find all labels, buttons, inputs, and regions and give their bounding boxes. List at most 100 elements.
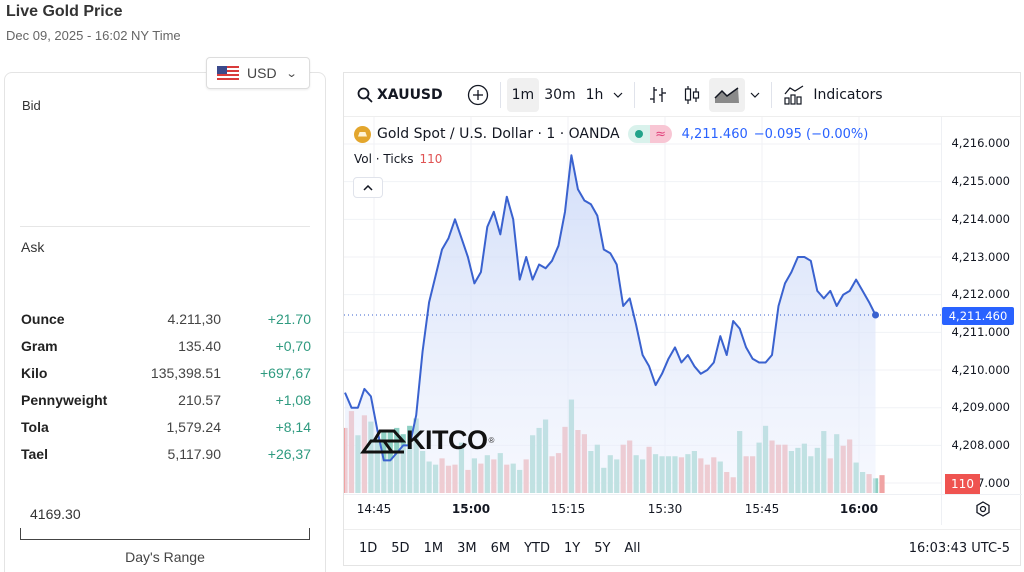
instrument-title: Gold Spot / U.S. Dollar · 1 · OANDA [377,126,620,142]
y-axis-tick: 4,215.000 [951,174,1010,188]
volume-value: 110 [419,152,443,166]
y-axis-tick: 4,210.000 [951,363,1010,377]
y-axis-tick: 4,211.000 [951,325,1010,339]
unit-price: 135,398.51 [150,364,221,381]
price-summary-card [4,72,326,572]
toolbar-divider [771,81,773,108]
page-timestamp: Dec 09, 2025 - 16:02 NY Time [6,28,181,43]
interval-30m[interactable]: 30m [544,86,576,103]
chart-widget: XAUUSD 1m 30m 1h Indicators [343,72,1022,566]
range-1m-button[interactable]: 1M [423,540,444,556]
unit-name: Tola [21,418,49,435]
chart-type-dropdown[interactable] [745,78,765,112]
x-axis-tick: 15:30 [647,502,683,516]
unit-price: 4.211,30 [167,310,221,327]
delayed-data-icon: ≈ [649,125,672,143]
x-axis-tick: 15:15 [550,502,586,516]
gold-coin-icon [354,125,371,143]
y-axis-tick: 4,208.000 [951,438,1010,452]
range-1d-button[interactable]: 1D [359,540,378,556]
chart-toolbar: XAUUSD 1m 30m 1h Indicators [344,73,1020,117]
unit-price: 5,117.90 [167,445,221,462]
plus-circle-icon [467,84,488,105]
us-flag-icon [217,66,239,80]
chevron-down-icon [613,92,623,98]
unit-price: 210.57 [178,391,221,408]
unit-change: +1,08 [275,391,311,408]
kitco-watermark: KITCO ® [360,425,494,456]
unit-name: Kilo [21,364,48,381]
unit-change: +26,37 [267,445,311,462]
range-all-button[interactable]: All [624,540,641,556]
volume-legend: Vol · Ticks 110 [354,152,442,166]
indicators-button[interactable]: Indicators [778,78,887,112]
range-5d-button[interactable]: 5D [391,540,410,556]
symbol-label: XAUUSD [377,86,443,103]
last-volume-tag: 110 [945,474,980,494]
unit-name: Gram [21,337,58,354]
chart-legend: Gold Spot / U.S. Dollar · 1 · OANDA ≈ 4,… [354,125,868,143]
registered-mark: ® [488,436,495,445]
y-axis-tick: 4,209.000 [951,400,1010,414]
compare-symbol-button[interactable] [462,78,494,112]
range-1y-button[interactable]: 1Y [563,540,581,556]
chart-clock[interactable]: 16:03:43 UTC-5 [908,540,1010,556]
x-axis-tick: 16:00 [839,502,879,516]
area-chart-type-button[interactable] [709,77,746,112]
day-range-low: 4169.30 [30,506,81,522]
price-chart-plot[interactable] [344,73,1022,525]
unit-change: +21.70 [267,310,311,327]
kitco-wordmark: KITCO [406,425,488,455]
unit-change: +697,67 [260,364,311,381]
unit-price: 135.40 [178,337,221,354]
market-status-badge[interactable]: ≈ [627,125,672,143]
volume-label: Vol · Ticks [354,152,414,166]
market-open-dot-icon [634,130,643,138]
range-ytd-button[interactable]: YTD [524,540,550,556]
range-6m-button[interactable]: 6M [490,540,511,556]
kitco-logo-icon [360,429,406,453]
chevron-up-icon [363,184,373,191]
unit-row-gram: Gram 135.40 +0,70 [21,332,311,359]
interval-1m[interactable]: 1m [506,77,540,112]
candle-chart-type-button[interactable] [675,78,709,112]
last-price-tag: 4,211.460 [942,307,1014,325]
symbol-search-button[interactable]: XAUUSD [352,78,448,112]
bar-chart-type-button[interactable] [641,78,675,112]
indicators-icon [784,84,804,105]
page-title: Live Gold Price [6,3,123,20]
x-axis-tick: 15:45 [744,502,780,516]
interval-dropdown[interactable] [608,78,628,112]
range-5y-button[interactable]: 5Y [594,540,611,556]
toolbar-divider [499,81,501,108]
interval-1h[interactable]: 1h [585,86,604,103]
collapse-legend-button[interactable] [353,177,383,198]
y-axis-tick: 4,214.000 [951,212,1010,226]
time-axis[interactable]: 14:45 15:00 15:15 15:30 15:45 16:00 [344,495,1020,525]
candlestick-icon [685,85,700,104]
indicators-label: Indicators [813,86,883,103]
chevron-down-icon: ⌄ [285,67,298,80]
currency-label: USD [247,65,277,81]
unit-row-ounce: Ounce 4.211,30 +21.70 [21,305,311,332]
bid-label: Bid [22,98,41,113]
unit-row-kilo: Kilo 135,398.51 +697,67 [21,359,311,386]
area-chart-icon [714,86,740,103]
unit-row-tael: Tael 5,117.90 +26,37 [21,440,311,467]
range-3m-button[interactable]: 3M [457,540,477,556]
unit-row-pennyweight: Pennyweight 210.57 +1,08 [21,386,311,413]
ohlc-bars-icon [650,86,667,103]
x-axis-tick: 15:00 [451,502,491,516]
date-range-bar: 1D 5D 1M 3M 6M YTD 1Y 5Y All 16:03:43 UT… [344,529,1020,566]
unit-price: 1,579.24 [166,418,222,435]
unit-name: Pennyweight [21,391,108,408]
day-range-bar [20,528,310,540]
currency-dropdown[interactable]: USD ⌄ [206,57,310,89]
y-axis-tick: 4,212.000 [951,287,1010,301]
chart-settings-icon[interactable] [974,500,992,518]
unit-price-table: Ounce 4.211,30 +21.70 Gram 135.40 +0,70 … [21,305,311,467]
ask-label: Ask [21,239,45,255]
x-axis-tick: 14:45 [356,502,392,516]
y-axis-tick: 4,216.000 [951,136,1010,150]
y-axis-tick: 4,213.000 [951,250,1010,264]
